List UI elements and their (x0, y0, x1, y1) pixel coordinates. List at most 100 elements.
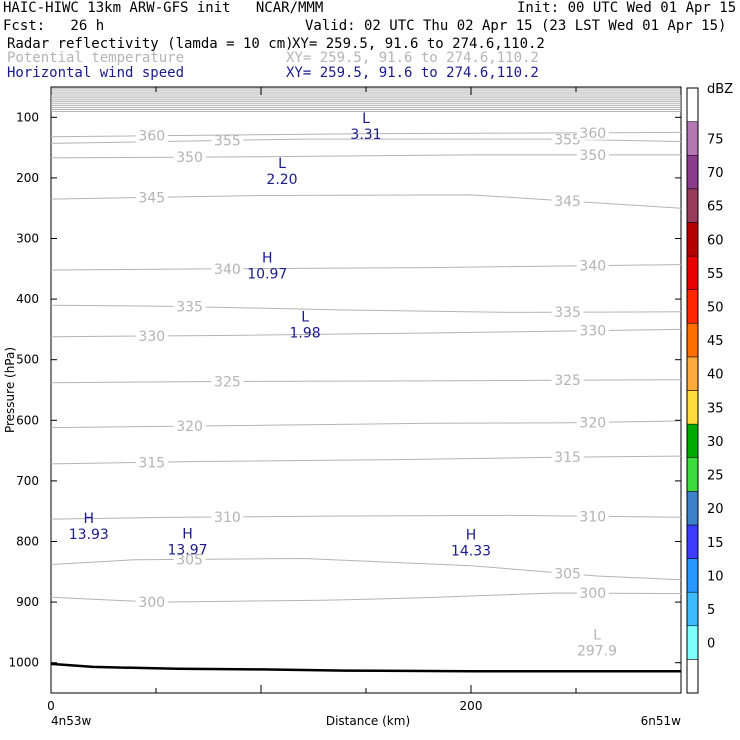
colorbar-segment (686, 289, 699, 324)
contour-label-bg (173, 551, 206, 567)
forecast-hour: Fcst: 26 h (3, 18, 105, 34)
wind-extremum-value: 13.97 (167, 542, 207, 558)
colorbar-label: 45 (707, 334, 724, 349)
x-axis-label: Distance (km) (326, 714, 410, 728)
axes: 100 200 300 400 500 600 700 800 900 1000 0 200 (8, 87, 682, 713)
colorbar-segment (686, 121, 699, 156)
x-tick-label: 200 (460, 699, 483, 713)
contour-label: 345 (138, 190, 165, 206)
contour-label: 330 (138, 329, 165, 345)
theta-contours: 300 300 305 305 310 310 315 315 320 320 325 325 330 3… (50, 124, 682, 611)
contour-label: 300 (138, 595, 165, 611)
wind-extremum-value: 2.20 (266, 172, 297, 188)
contour-label: 315 (554, 450, 581, 466)
colorbar-label: 20 (707, 502, 724, 517)
contour-label-bg (551, 449, 584, 465)
contour-label-bg (211, 373, 244, 389)
colorbar-label: 5 (707, 603, 715, 618)
y-tick-label: 100 (16, 110, 39, 124)
theta-contour-355 (50, 138, 682, 144)
wind-extremum-value: 10.97 (247, 267, 287, 283)
y-tick-label: 300 (16, 232, 39, 246)
colorbar-segment (686, 356, 699, 391)
x-start-label: 4n53w (51, 714, 92, 728)
y-tick-label: 500 (16, 353, 39, 367)
contour-label: 325 (554, 373, 581, 389)
terrain-surface (50, 662, 681, 673)
contour-label: 315 (138, 455, 165, 471)
contour-label-bg (551, 193, 584, 209)
x-end-label: 6n51w (641, 714, 682, 728)
contour-label-bg (576, 146, 609, 162)
colorbar-label: 70 (707, 166, 724, 181)
theta-contour-335 (50, 304, 682, 313)
colorbar-segment (686, 625, 699, 660)
colorbar-label: 75 (707, 132, 724, 147)
wind-extremum-value: 14.33 (451, 544, 491, 560)
contour-label: 345 (554, 194, 581, 210)
colorbar-segment (686, 255, 699, 290)
colorbar-label: 10 (707, 569, 724, 584)
y-tick-label: 900 (16, 595, 39, 609)
contour-label: 330 (579, 324, 606, 340)
wind-extremum-marker: L (301, 309, 309, 325)
colorbar-label: 35 (707, 401, 724, 416)
y-tick-label: 200 (16, 171, 39, 185)
contour-label: 300 (579, 586, 606, 602)
field-reflectivity-label: Radar reflectivity (lamda = 10 cm) (7, 36, 294, 52)
contour-label-bg (551, 304, 584, 320)
contour-label: 335 (176, 300, 203, 316)
colorbar-label: 60 (707, 233, 724, 248)
colorbar-segment (686, 423, 699, 458)
theta-extremum-value: 297.9 (577, 643, 617, 659)
colorbar-segment (686, 188, 699, 223)
contour-label-bg (551, 131, 584, 147)
theta-contour-340 (50, 264, 682, 271)
contour-label-bg (173, 418, 206, 434)
contour-label-bg (135, 327, 168, 343)
theta-contour-310 (50, 514, 682, 520)
y-tick-label: 1000 (8, 656, 39, 670)
colorbar-segment (686, 457, 699, 492)
contour-label: 355 (214, 133, 241, 149)
contour-label: 355 (554, 132, 581, 148)
colorbar-segment (686, 558, 699, 593)
contour-label-bg (576, 508, 609, 524)
colorbar-segment (686, 390, 699, 425)
contour-label: 320 (579, 415, 606, 431)
theta-extremum-marker: L (593, 627, 601, 643)
wind-extremum-marker: L (362, 111, 370, 127)
contour-label: 310 (579, 509, 606, 525)
colorbar-label: 55 (707, 267, 724, 282)
theta-contour-325 (50, 379, 682, 384)
colorbar-label: 15 (707, 536, 724, 551)
contour-label: 340 (579, 259, 606, 275)
theta-contour-320 (50, 420, 682, 429)
terrain-line (50, 662, 681, 673)
colorbar-frame (686, 87, 699, 694)
colorbar-label: 40 (707, 368, 724, 383)
contour-label: 320 (176, 419, 203, 435)
contour-label-bg (135, 454, 168, 470)
contour-label-bg (211, 260, 244, 276)
colorbar-label: 65 (707, 200, 724, 215)
wind-extremum-marker: H (466, 528, 477, 544)
colorbar-label: 0 (707, 637, 715, 652)
colorbar-segment (686, 87, 699, 122)
colorbar-label: 25 (707, 469, 724, 484)
theta-contour-305 (50, 557, 682, 581)
colorbar-segment (686, 222, 699, 257)
colorbar-label: 50 (707, 300, 724, 315)
field-theta-label: Potential temperature (7, 50, 185, 66)
contour-label-bg (576, 585, 609, 601)
y-tick-label: 400 (16, 292, 39, 306)
contour-label-bg (576, 257, 609, 273)
contour-label-bg (173, 149, 206, 165)
contour-label-bg (551, 565, 584, 581)
contour-label: 335 (554, 305, 581, 321)
wind-extremum-marker: H (182, 526, 193, 542)
y-tick-label: 800 (16, 535, 39, 549)
dbz-colorbar: 0 5 10 15 20 25 30 35 40 45 50 55 60 65 70 75 dBZ (686, 82, 733, 694)
